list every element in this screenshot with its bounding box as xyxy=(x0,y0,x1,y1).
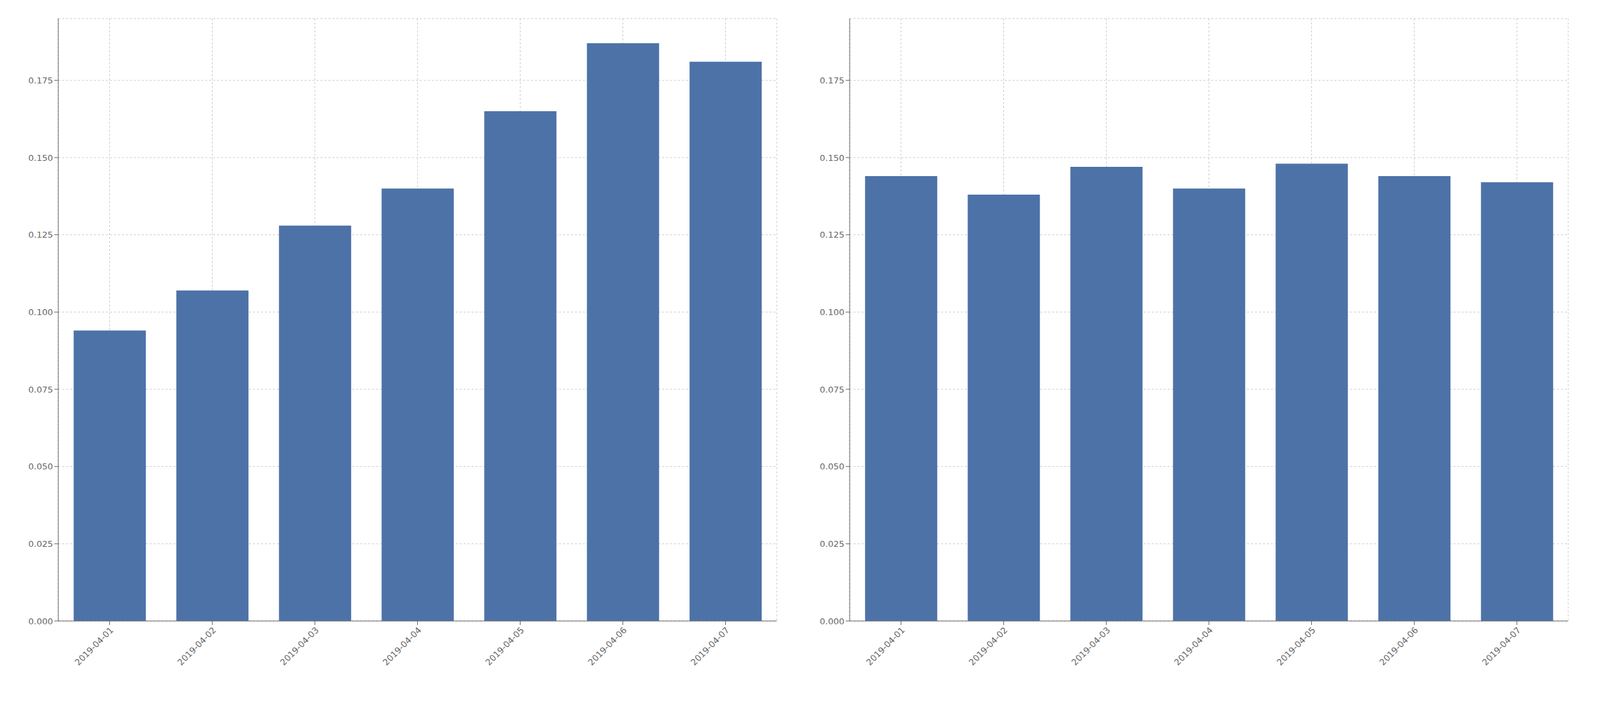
svg-text:0.075: 0.075 xyxy=(819,384,845,395)
svg-text:2019-04-07: 2019-04-07 xyxy=(688,625,732,668)
svg-text:0.150: 0.150 xyxy=(28,152,53,163)
svg-text:2019-04-07: 2019-04-07 xyxy=(1480,625,1523,668)
svg-text:2019-04-03: 2019-04-03 xyxy=(1069,625,1112,668)
svg-text:0.125: 0.125 xyxy=(28,229,53,240)
svg-text:0.100: 0.100 xyxy=(819,307,845,318)
svg-text:0.000: 0.000 xyxy=(819,616,845,627)
svg-text:0.075: 0.075 xyxy=(28,384,53,395)
svg-text:0.000: 0.000 xyxy=(28,616,53,627)
svg-text:2019-04-01: 2019-04-01 xyxy=(72,625,116,668)
svg-text:2019-04-04: 2019-04-04 xyxy=(380,625,424,668)
svg-text:2019-04-02: 2019-04-02 xyxy=(175,625,218,668)
svg-text:2019-04-06: 2019-04-06 xyxy=(586,625,629,668)
svg-text:0.025: 0.025 xyxy=(819,539,845,550)
svg-text:2019-04-03: 2019-04-03 xyxy=(278,625,321,668)
svg-text:0.050: 0.050 xyxy=(28,461,53,472)
svg-text:2019-04-06: 2019-04-06 xyxy=(1377,625,1420,668)
svg-text:0.125: 0.125 xyxy=(819,229,845,240)
svg-text:2019-04-05: 2019-04-05 xyxy=(483,625,526,668)
svg-text:2019-04-04: 2019-04-04 xyxy=(1172,625,1215,668)
svg-text:0.175: 0.175 xyxy=(819,75,845,86)
svg-text:0.150: 0.150 xyxy=(819,152,845,163)
svg-text:0.025: 0.025 xyxy=(28,539,53,550)
svg-text:2019-04-05: 2019-04-05 xyxy=(1274,625,1318,668)
svg-text:0.175: 0.175 xyxy=(28,75,53,86)
svg-text:2019-04-01: 2019-04-01 xyxy=(864,625,907,668)
svg-text:0.100: 0.100 xyxy=(28,307,53,318)
svg-text:0.050: 0.050 xyxy=(819,461,845,472)
svg-text:2019-04-02: 2019-04-02 xyxy=(966,625,1010,668)
